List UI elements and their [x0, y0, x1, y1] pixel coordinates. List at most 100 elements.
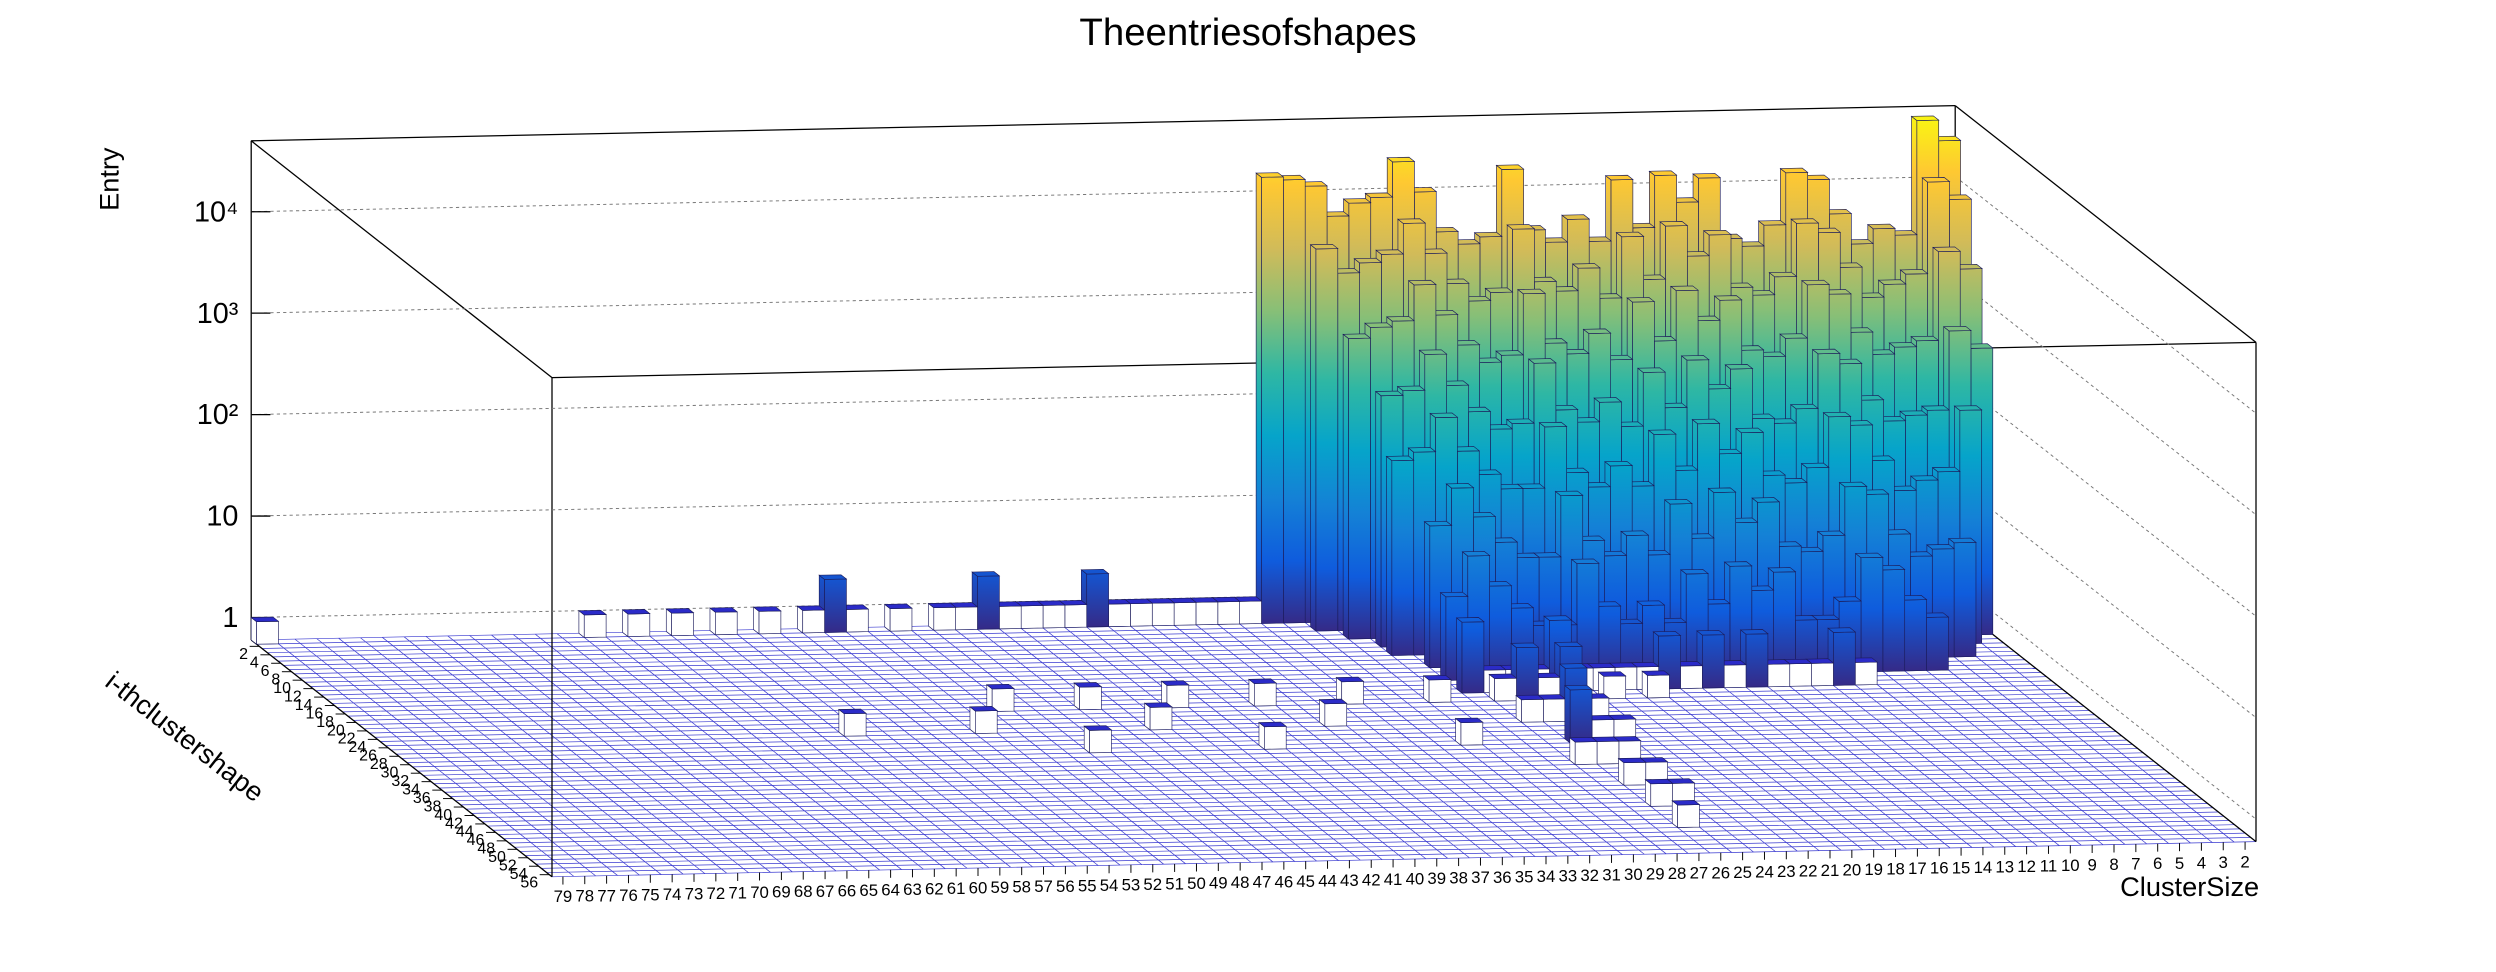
bar-top-face	[1553, 641, 1583, 648]
floor-grid-line	[380, 705, 2085, 742]
y-tick-label: 32	[391, 773, 409, 790]
bar	[1258, 721, 1288, 750]
bar	[969, 706, 999, 735]
bar-front-face	[1723, 664, 1747, 689]
bar-top-face	[1342, 198, 1372, 204]
z-tick-label: 10⁴	[194, 196, 238, 228]
bar-top-face	[1679, 569, 1709, 575]
bar	[927, 602, 957, 631]
x-tick-label: 42	[1362, 870, 1381, 889]
x-tick-label: 28	[1668, 864, 1687, 883]
bar-top-face	[1527, 358, 1557, 364]
floor-grid-line	[498, 798, 2203, 835]
x-tick-label: 12	[2017, 857, 2036, 876]
bar-top-face	[1083, 725, 1113, 731]
bar-top-face	[1385, 316, 1415, 322]
bar-top-face	[1866, 223, 1896, 230]
bar-front-face	[999, 605, 1022, 630]
bar	[665, 608, 695, 637]
bar-top-face	[1724, 364, 1754, 370]
bar-top-face	[1909, 475, 1939, 481]
bar-top-face	[1386, 156, 1416, 163]
x-tick-label: 9	[2087, 856, 2096, 875]
bar	[1641, 670, 1671, 699]
bar-left-face	[709, 607, 716, 636]
bar-top-face	[1636, 367, 1667, 373]
bar	[577, 609, 608, 639]
bar-front-face	[1860, 556, 1884, 673]
x-tick-label: 25	[1733, 863, 1752, 882]
bar-top-face	[1571, 263, 1601, 269]
floor-grid-line	[487, 790, 2192, 827]
x-tick-label: 77	[597, 886, 616, 905]
bar-top-face	[1407, 279, 1437, 286]
x-tick-label: 32	[1580, 866, 1599, 885]
bar-top-face	[1779, 167, 1809, 174]
x-tick-label: 35	[1515, 867, 1534, 886]
bar-top-face	[969, 706, 999, 712]
bar-left-face	[753, 606, 760, 635]
bar	[1515, 694, 1545, 723]
x-tick-label: 44	[1318, 871, 1337, 890]
grid-line	[1954, 379, 2257, 617]
bar-top-face	[1385, 455, 1415, 461]
grid-line	[1954, 176, 2257, 414]
bar	[1073, 682, 1103, 711]
bar-top-face	[1258, 721, 1288, 728]
z-tick-label: 10²	[197, 399, 239, 431]
x-tick-label: 6	[2153, 854, 2162, 873]
bar-top-face	[1659, 221, 1689, 227]
y-tick-label: 8	[271, 672, 280, 689]
x-tick-label: 14	[1974, 858, 1993, 877]
bar-top-face	[1620, 530, 1650, 536]
bar	[1597, 671, 1627, 700]
x-tick-label: 78	[575, 887, 594, 906]
bar-left-face	[1641, 670, 1648, 699]
bar-top-face	[1473, 231, 1503, 238]
y-tick-label: 30	[381, 765, 399, 782]
y-tick-label: 48	[477, 841, 495, 858]
bar-front-face	[1079, 686, 1102, 711]
bar-front-face	[1574, 741, 1598, 765]
bar-top-face	[1429, 412, 1459, 418]
bar-front-face	[1315, 248, 1339, 632]
bar-top-face	[1454, 717, 1484, 724]
bar-top-face	[1838, 481, 1868, 488]
bar-top-face	[1877, 279, 1907, 285]
bar-top-face	[796, 605, 826, 611]
floor-grid-line	[541, 832, 2246, 869]
bar-front-face	[1773, 571, 1796, 674]
bar-top-face	[1932, 246, 1962, 252]
bar-front-face	[1428, 679, 1452, 703]
bar-top-face	[1822, 411, 1852, 418]
floor-grid-line	[439, 752, 2144, 789]
floor-grid-line	[455, 765, 2160, 802]
bar-left-face	[1255, 172, 1262, 625]
box-edge	[250, 140, 553, 379]
floor-grid-line	[471, 777, 2176, 814]
y-tick-label: 6	[261, 663, 270, 680]
bar-top-face	[1604, 460, 1634, 467]
x-tick-label: 66	[838, 881, 857, 900]
bar-front-face	[846, 608, 869, 633]
bar-front-face	[1239, 600, 1262, 625]
x-tick-label: 5	[2175, 854, 2184, 873]
bar-top-face	[1558, 663, 1588, 669]
bar	[250, 616, 280, 645]
bar-front-face	[1953, 541, 1977, 658]
bar-front-face	[933, 606, 956, 631]
bar-top-face	[1739, 629, 1769, 635]
bar-top-face	[250, 616, 280, 623]
floor-grid-line	[535, 828, 2240, 865]
x-tick-label: 38	[1449, 869, 1468, 888]
bar-front-face	[802, 609, 825, 634]
bar	[1248, 678, 1278, 707]
bar-top-face	[1757, 220, 1787, 226]
bar	[1617, 757, 1647, 786]
bar-top-face	[709, 607, 739, 613]
bar-left-face	[1386, 455, 1393, 657]
bar-top-face	[1953, 405, 1983, 411]
bar-front-face	[1166, 684, 1190, 709]
